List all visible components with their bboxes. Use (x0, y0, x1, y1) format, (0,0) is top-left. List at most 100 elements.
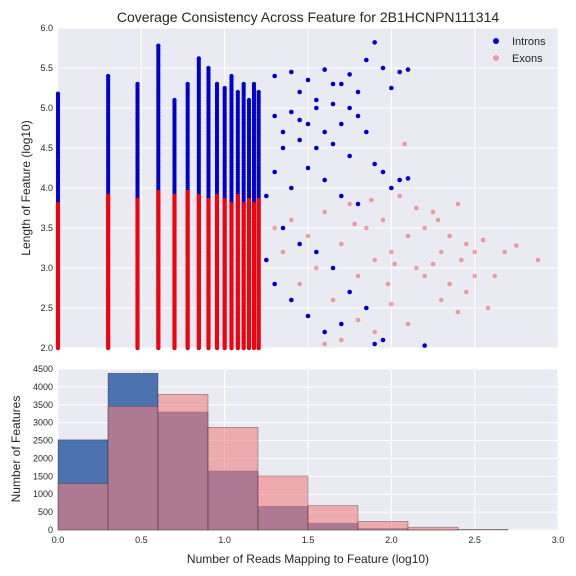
exons-point (430, 261, 436, 267)
introns-column-top-point (55, 91, 61, 96)
introns-point (322, 67, 327, 72)
exons-point (414, 265, 419, 271)
introns-point (347, 105, 352, 111)
introns-point (397, 177, 402, 183)
introns-column-top-point (172, 97, 177, 103)
histogram-y-tick-label: 2000 (33, 453, 53, 463)
introns-point (355, 113, 361, 119)
introns-point (330, 265, 336, 271)
introns-point (330, 141, 336, 147)
exons-point (430, 209, 436, 215)
histogram-y-tick-label: 3000 (33, 418, 53, 428)
scatter-y-tick-label: 5.5 (40, 63, 53, 73)
introns-column-top-point (106, 73, 111, 79)
introns-point (339, 193, 344, 199)
exons-point (502, 249, 507, 255)
exons-point (405, 233, 411, 239)
scatter-y-tick-label: 6.0 (40, 23, 53, 33)
exons-point (392, 261, 397, 267)
introns-column-top-point (222, 85, 227, 91)
exons-column-top-point (156, 189, 161, 195)
introns-column-top-point (241, 81, 246, 87)
exons-point (514, 243, 519, 248)
scatter-y-tick-label: 5.0 (40, 103, 53, 113)
exons-column-top-point (222, 197, 227, 203)
exons-point (385, 281, 391, 287)
exons-point (289, 217, 294, 223)
histogram-y-tick-label: 500 (38, 507, 53, 517)
exons-point (339, 241, 344, 247)
introns-point (305, 165, 311, 171)
histogram-x-tick-label: 0.0 (52, 535, 65, 545)
legend-exons-label: Exons (512, 53, 543, 65)
introns-point (364, 129, 369, 135)
introns-point (339, 321, 344, 327)
introns-column-top-point (251, 81, 257, 87)
exons-point (297, 281, 302, 287)
exons-point (480, 237, 486, 243)
exons-column-top-point (55, 201, 61, 207)
exons-point (402, 141, 407, 147)
exons-point (322, 341, 327, 347)
exons-point (447, 233, 452, 239)
introns-column-top-point (235, 89, 240, 95)
exons-column-top-point (229, 201, 234, 207)
introns-point (389, 85, 394, 91)
histogram-y-axis-label: Number of Features (9, 396, 23, 503)
introns-point (347, 289, 352, 295)
exons-histogram-bar (57, 483, 109, 531)
introns-point (322, 129, 327, 135)
introns-point (372, 40, 377, 45)
introns-point (314, 145, 319, 151)
exons-point (389, 249, 394, 255)
introns-point (322, 177, 327, 183)
introns-point (364, 57, 369, 63)
exons-point (439, 249, 444, 255)
introns-point (405, 67, 411, 72)
exons-point (352, 221, 357, 227)
exons-column-top-point (214, 193, 220, 199)
introns-point (280, 225, 286, 231)
exons-column-top-point (246, 197, 252, 203)
exons-point (272, 225, 277, 231)
introns-point (330, 81, 336, 87)
introns-column-top-point (196, 56, 201, 61)
introns-point (297, 241, 302, 247)
introns-point (355, 89, 361, 95)
introns-point (314, 105, 319, 111)
legend-introns-label: Introns (512, 36, 546, 48)
exons-point (414, 205, 419, 211)
introns-column-top-point (156, 43, 161, 48)
exons-point (447, 281, 452, 287)
legend-exons-marker (493, 55, 499, 61)
exons-point (330, 297, 336, 303)
exons-point (314, 265, 319, 271)
histogram-x-tick-label: 2.5 (468, 535, 481, 545)
introns-point (389, 185, 394, 191)
introns-point (289, 69, 294, 75)
scatter-y-ticks: 2.0 2.5 3.0 3.5 4.0 4.5 5.0 5.5 6.0 (40, 23, 53, 353)
histogram-x-tick-label: 1.5 (302, 535, 315, 545)
introns-column-top-point (185, 81, 190, 87)
introns-point (289, 297, 294, 303)
exons-point (369, 197, 374, 203)
exons-histogram-bar (157, 394, 209, 531)
exons-column-top-point (256, 197, 261, 203)
exons-point (355, 273, 361, 279)
introns-point (280, 145, 286, 151)
introns-point (364, 305, 369, 311)
exons-point (397, 193, 402, 199)
exon-columns (55, 189, 261, 351)
legend-introns-marker (493, 38, 499, 44)
introns-column-top-point (229, 73, 234, 79)
exons-histogram-bar (357, 521, 409, 531)
scatter-y-tick-label: 2.5 (40, 303, 53, 313)
introns-point (280, 129, 286, 135)
exons-point (322, 209, 327, 215)
introns-column-top-point (206, 65, 211, 71)
exons-column-top-point (206, 197, 211, 203)
introns-point (289, 185, 294, 191)
scatter-y-axis-label: Length of Feature (log10) (19, 120, 33, 255)
histogram-y-tick-label: 4500 (33, 364, 53, 374)
